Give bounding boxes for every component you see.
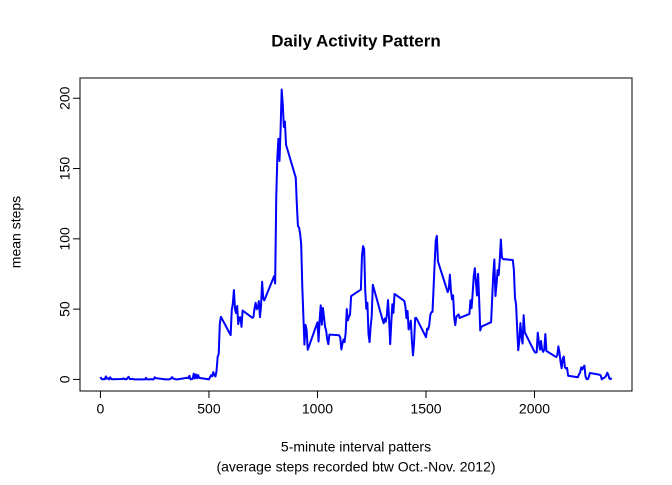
- x-tick-label: 2000: [519, 401, 550, 417]
- x-tick-label: 0: [97, 401, 105, 417]
- x-tick-label: 1000: [302, 401, 333, 417]
- y-tick-label: 0: [57, 375, 73, 383]
- data-line: [99, 88, 613, 381]
- x-axis-label: 5-minute interval patters: [281, 439, 431, 455]
- y-tick-label: 200: [57, 86, 73, 110]
- y-axis-label: mean steps: [8, 196, 24, 268]
- chart-title: Daily Activity Pattern: [271, 31, 440, 50]
- plot-frame: [79, 77, 633, 392]
- x-axis-label: (average steps recorded btw Oct.-Nov. 20…: [216, 459, 495, 475]
- x-tick-label: 1500: [410, 401, 441, 417]
- y-tick-label: 150: [57, 157, 73, 181]
- y-tick-label: 100: [57, 227, 73, 251]
- x-tick-label: 500: [197, 401, 221, 417]
- y-tick-label: 50: [57, 301, 73, 317]
